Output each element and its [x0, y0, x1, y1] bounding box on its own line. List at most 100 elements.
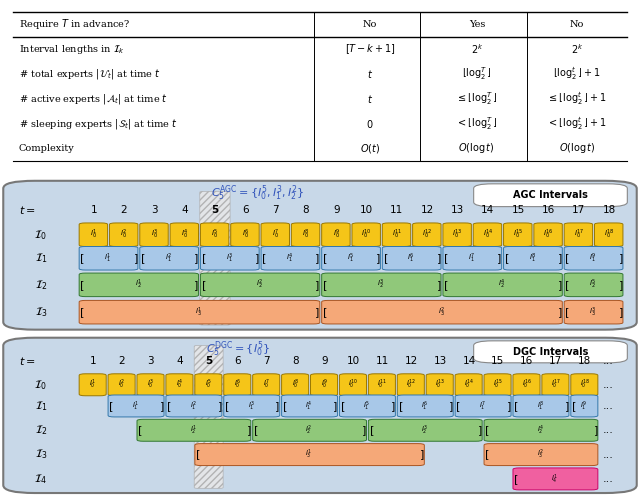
- FancyBboxPatch shape: [108, 374, 135, 396]
- Text: [: [: [81, 280, 85, 290]
- Text: $I_2^{4}$: $I_2^{4}$: [537, 424, 544, 437]
- Text: $I_0^{3}$: $I_0^{3}$: [150, 228, 158, 242]
- Text: $I_2^{1}$: $I_2^{1}$: [190, 424, 196, 437]
- Text: $I_1^{8}$: $I_1^{8}$: [529, 251, 536, 265]
- Text: $I_0^{14}$: $I_0^{14}$: [464, 378, 474, 391]
- FancyBboxPatch shape: [194, 346, 223, 489]
- Text: 14: 14: [481, 205, 495, 215]
- FancyBboxPatch shape: [231, 223, 259, 247]
- Text: [: [: [254, 425, 259, 435]
- Text: [: [: [225, 401, 230, 411]
- Text: $I_2^{2}$: $I_2^{2}$: [305, 424, 312, 437]
- FancyBboxPatch shape: [79, 223, 108, 247]
- Text: 9: 9: [321, 356, 328, 366]
- Text: $0$: $0$: [367, 118, 374, 129]
- Text: ]: ]: [497, 253, 502, 263]
- Text: ]: ]: [564, 401, 569, 411]
- Text: $I_0^{12}$: $I_0^{12}$: [406, 378, 416, 391]
- Text: ]: ]: [420, 450, 424, 460]
- FancyBboxPatch shape: [79, 273, 198, 297]
- Text: $\mathcal{I}_2$: $\mathcal{I}_2$: [35, 423, 47, 437]
- Text: $I_0^{11}$: $I_0^{11}$: [377, 378, 387, 391]
- Text: ]: ]: [362, 425, 367, 435]
- Text: $I_0^{14}$: $I_0^{14}$: [483, 228, 493, 242]
- Text: $I_1^{9}$: $I_1^{9}$: [580, 399, 587, 413]
- Text: $<\lfloor\log_2^T\rfloor$: $<\lfloor\log_2^T\rfloor$: [456, 115, 498, 132]
- Text: $O(\log t)$: $O(\log t)$: [559, 141, 595, 155]
- Text: [: [: [109, 401, 114, 411]
- Text: $\lfloor\log_2^t\rfloor+1$: $\lfloor\log_2^t\rfloor+1$: [553, 65, 601, 82]
- Text: 12: 12: [404, 356, 418, 366]
- Text: ]: ]: [316, 307, 320, 317]
- FancyBboxPatch shape: [484, 419, 598, 441]
- Text: 6: 6: [234, 356, 241, 366]
- FancyBboxPatch shape: [200, 191, 230, 325]
- Text: 4: 4: [181, 205, 188, 215]
- Text: 10: 10: [360, 205, 373, 215]
- FancyBboxPatch shape: [426, 374, 453, 396]
- Text: $I_0^{8}$: $I_0^{8}$: [292, 378, 299, 391]
- Text: [: [: [262, 253, 267, 263]
- Text: $I_1^{9}$: $I_1^{9}$: [589, 251, 596, 265]
- Text: 8: 8: [303, 205, 309, 215]
- Text: $I_0^{17}$: $I_0^{17}$: [573, 228, 584, 242]
- Text: 4: 4: [177, 356, 183, 366]
- Text: $I_3^{2}$: $I_3^{2}$: [438, 306, 445, 319]
- Text: $t =$: $t =$: [19, 204, 36, 216]
- Text: [: [: [323, 307, 328, 317]
- Text: $I_1^{5}$: $I_1^{5}$: [347, 251, 354, 265]
- FancyBboxPatch shape: [542, 374, 569, 396]
- Text: # total experts $|\mathcal{U}_t|$ at time $t$: # total experts $|\mathcal{U}_t|$ at tim…: [19, 67, 161, 81]
- Text: $I_0^{9}$: $I_0^{9}$: [321, 378, 328, 391]
- Text: 15: 15: [511, 205, 525, 215]
- Text: Complexity: Complexity: [19, 144, 75, 153]
- FancyBboxPatch shape: [140, 223, 168, 247]
- Text: Yes: Yes: [468, 19, 485, 29]
- Text: ]: ]: [478, 425, 482, 435]
- Text: $\leq\lfloor\log_2^T\rfloor$: $\leq\lfloor\log_2^T\rfloor$: [456, 90, 498, 107]
- Text: 5: 5: [211, 205, 219, 215]
- FancyBboxPatch shape: [166, 395, 222, 417]
- Text: ]: ]: [436, 280, 441, 290]
- Text: DGC Intervals: DGC Intervals: [513, 347, 589, 357]
- Text: $I_0^{10}$: $I_0^{10}$: [361, 228, 372, 242]
- Text: 18: 18: [578, 356, 591, 366]
- Text: $I_1^{5}$: $I_1^{5}$: [364, 399, 370, 413]
- Text: 5: 5: [205, 356, 212, 366]
- FancyBboxPatch shape: [564, 300, 623, 324]
- Text: 1: 1: [90, 205, 97, 215]
- FancyBboxPatch shape: [166, 374, 193, 396]
- Text: [: [: [323, 280, 328, 290]
- Text: [: [: [283, 401, 287, 411]
- Text: $t$: $t$: [367, 93, 373, 105]
- FancyBboxPatch shape: [369, 419, 482, 441]
- Text: [: [: [456, 401, 461, 411]
- FancyBboxPatch shape: [310, 374, 337, 396]
- Text: $C_5^{\mathrm{AGC}}=\{I_0^5, I_1^3, I_2^2\}$: $C_5^{\mathrm{AGC}}=\{I_0^5, I_1^3, I_2^…: [211, 184, 304, 204]
- FancyBboxPatch shape: [253, 419, 367, 441]
- Text: $I_0^{7}$: $I_0^{7}$: [263, 378, 270, 391]
- Text: $I_0^{4}$: $I_0^{4}$: [176, 378, 183, 391]
- Text: $I_0^{3}$: $I_0^{3}$: [147, 378, 154, 391]
- Text: $I_1^{3}$: $I_1^{3}$: [225, 251, 233, 265]
- FancyBboxPatch shape: [443, 223, 472, 247]
- Text: [: [: [485, 425, 490, 435]
- Text: [: [: [399, 401, 403, 411]
- FancyBboxPatch shape: [261, 247, 320, 270]
- Text: $I_3^{1}$: $I_3^{1}$: [305, 448, 312, 461]
- Text: $I_0^{8}$: $I_0^{8}$: [302, 228, 310, 242]
- Text: 17: 17: [549, 356, 563, 366]
- FancyBboxPatch shape: [339, 374, 367, 396]
- Text: [: [: [340, 401, 345, 411]
- Text: [: [: [514, 474, 519, 484]
- FancyBboxPatch shape: [564, 247, 623, 270]
- FancyBboxPatch shape: [504, 223, 532, 247]
- Text: $\mathcal{I}_3$: $\mathcal{I}_3$: [35, 305, 47, 319]
- Text: $I_0^{1}$: $I_0^{1}$: [90, 228, 97, 242]
- FancyBboxPatch shape: [3, 181, 637, 330]
- Text: $I_4^1$: $I_4^1$: [551, 472, 558, 486]
- FancyBboxPatch shape: [369, 374, 396, 396]
- Text: 1: 1: [90, 356, 96, 366]
- Text: 11: 11: [390, 205, 403, 215]
- FancyBboxPatch shape: [195, 374, 222, 396]
